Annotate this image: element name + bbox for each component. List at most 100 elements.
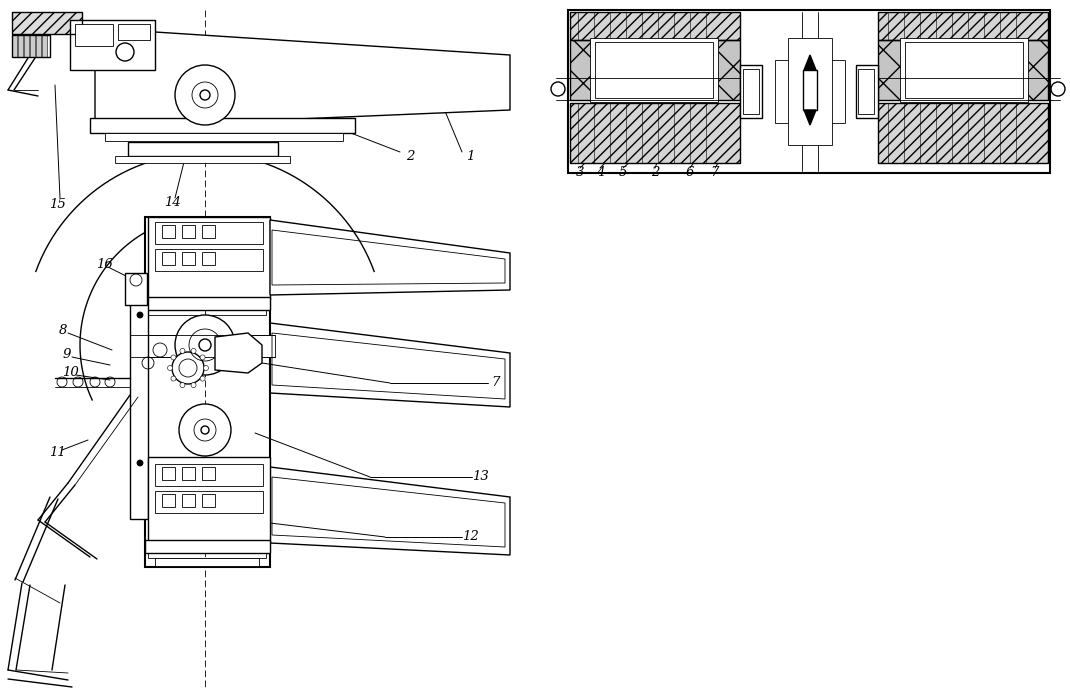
- Bar: [12, 12, 82, 34]
- Bar: [905, 42, 1023, 98]
- Bar: [155, 491, 263, 513]
- Bar: [42, 35, 47, 57]
- Text: 2: 2: [406, 150, 414, 164]
- Bar: [878, 103, 1048, 163]
- Bar: [148, 310, 266, 315]
- Bar: [900, 38, 1028, 102]
- Circle shape: [171, 376, 175, 381]
- Bar: [202, 494, 215, 507]
- Bar: [162, 225, 175, 238]
- Bar: [30, 35, 35, 57]
- Bar: [12, 35, 50, 57]
- Bar: [740, 65, 762, 118]
- Bar: [182, 225, 195, 238]
- Text: 1: 1: [465, 150, 474, 162]
- Bar: [155, 249, 263, 271]
- Bar: [570, 103, 740, 163]
- Bar: [570, 12, 740, 40]
- Polygon shape: [270, 323, 510, 407]
- Polygon shape: [95, 32, 510, 125]
- Circle shape: [199, 339, 211, 351]
- Text: 6: 6: [686, 166, 694, 180]
- Polygon shape: [215, 333, 262, 373]
- Text: 15: 15: [48, 198, 65, 210]
- Text: 7: 7: [710, 166, 719, 180]
- Circle shape: [168, 366, 172, 370]
- Bar: [743, 69, 759, 114]
- Text: 8: 8: [59, 324, 67, 336]
- Polygon shape: [804, 55, 816, 70]
- Bar: [788, 38, 832, 145]
- Bar: [155, 222, 263, 244]
- Bar: [105, 133, 343, 141]
- Circle shape: [192, 382, 196, 388]
- Bar: [12, 35, 17, 57]
- Text: 12: 12: [461, 531, 478, 544]
- Bar: [36, 35, 41, 57]
- Text: 11: 11: [48, 447, 65, 459]
- Polygon shape: [270, 220, 510, 295]
- Bar: [802, 12, 817, 171]
- Bar: [802, 70, 817, 110]
- Bar: [590, 38, 718, 102]
- Bar: [568, 10, 1050, 173]
- Bar: [568, 10, 1050, 173]
- Bar: [858, 69, 874, 114]
- Text: 4: 4: [596, 166, 605, 180]
- Circle shape: [200, 355, 205, 360]
- Text: 13: 13: [472, 470, 488, 484]
- Text: 16: 16: [95, 257, 112, 271]
- Circle shape: [137, 312, 143, 318]
- Circle shape: [179, 404, 231, 456]
- Bar: [70, 20, 155, 70]
- Text: 3: 3: [576, 166, 584, 180]
- Bar: [162, 467, 175, 480]
- Bar: [570, 40, 740, 100]
- Circle shape: [200, 376, 205, 381]
- Bar: [878, 40, 1048, 100]
- Circle shape: [171, 355, 175, 360]
- Bar: [118, 24, 150, 40]
- Bar: [570, 103, 740, 163]
- Circle shape: [175, 315, 235, 375]
- Bar: [878, 103, 1048, 163]
- Circle shape: [201, 426, 209, 434]
- Text: 10: 10: [62, 366, 78, 378]
- Bar: [878, 12, 1048, 40]
- Bar: [595, 42, 713, 98]
- Bar: [146, 297, 270, 310]
- Bar: [202, 252, 215, 265]
- Text: 9: 9: [63, 347, 72, 361]
- Bar: [182, 252, 195, 265]
- Bar: [878, 40, 1048, 100]
- Bar: [75, 24, 113, 46]
- Bar: [856, 65, 878, 118]
- Text: 7: 7: [492, 377, 500, 389]
- Bar: [146, 217, 270, 567]
- Text: 5: 5: [618, 166, 627, 180]
- Bar: [90, 118, 355, 133]
- Text: 14: 14: [164, 196, 181, 210]
- Circle shape: [172, 352, 204, 384]
- Bar: [570, 40, 740, 100]
- Circle shape: [175, 65, 235, 125]
- Circle shape: [192, 348, 196, 354]
- Bar: [162, 494, 175, 507]
- Bar: [146, 540, 270, 553]
- Bar: [125, 273, 147, 305]
- Bar: [148, 217, 270, 299]
- Bar: [10, 10, 530, 215]
- Bar: [128, 142, 278, 156]
- Bar: [570, 12, 740, 40]
- Bar: [148, 457, 270, 542]
- Bar: [182, 467, 195, 480]
- Bar: [129, 335, 275, 357]
- Circle shape: [200, 90, 210, 100]
- Bar: [129, 297, 148, 519]
- Circle shape: [180, 382, 185, 388]
- Circle shape: [137, 460, 143, 466]
- Bar: [775, 60, 845, 123]
- Bar: [12, 12, 82, 34]
- Bar: [155, 464, 263, 486]
- Polygon shape: [804, 110, 816, 125]
